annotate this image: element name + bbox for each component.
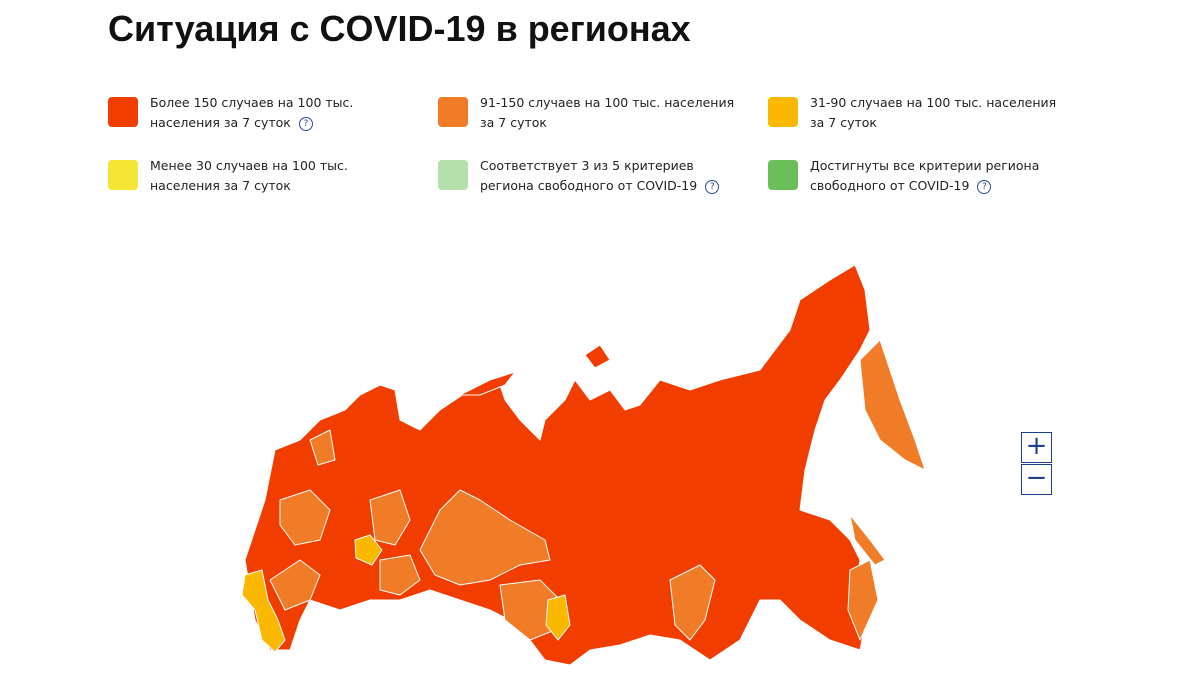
legend-label: Менее 30 случаев на 100 тыс. [150, 158, 348, 173]
legend-line: населения за 7 суток [150, 176, 348, 196]
legend-item: Достигнуты все критерии региона свободног… [768, 158, 1039, 196]
legend-label: 31-90 случаев на 100 тыс. населения [810, 95, 1057, 110]
legend-label: населения за 7 суток [150, 115, 291, 130]
legend-text: Достигнуты все критерии региона свободног… [810, 156, 1039, 196]
legend-swatch [438, 97, 468, 127]
region-mid [269, 559, 321, 611]
legend-line: Менее 30 случаев на 100 тыс. [150, 156, 348, 176]
legend-label: Более 150 случаев на 100 тыс. [150, 95, 354, 110]
legend-swatch [438, 160, 468, 190]
legend-label: за 7 суток [480, 115, 547, 130]
legend-swatch [768, 97, 798, 127]
region-mid [849, 514, 886, 566]
zoom-in[interactable]: + [1021, 432, 1052, 463]
legend-label: за 7 суток [810, 115, 877, 130]
region-low [545, 594, 571, 641]
legend-label: свободного от COVID-19 [810, 178, 970, 193]
legend-swatch [108, 160, 138, 190]
legend-line: 31-90 случаев на 100 тыс. населения [810, 93, 1056, 113]
region-high [584, 344, 611, 369]
legend-label: 91-150 случаев на 100 тыс. населения [480, 95, 735, 110]
legend-label: региона свободного от COVID-19 [480, 178, 698, 193]
legend-line: населения за 7 суток? [150, 113, 353, 133]
legend-text: 91-150 случаев на 100 тыс. населения за 7… [480, 93, 734, 133]
legend-line: Достигнуты все критерии региона [810, 156, 1039, 176]
legend-swatch [768, 160, 798, 190]
legend-item: Менее 30 случаев на 100 тыс. населения за… [108, 158, 348, 196]
legend-item: 31-90 случаев на 100 тыс. населения за 7 … [768, 95, 1056, 133]
legend-line: свободного от COVID-19? [810, 176, 1039, 196]
legend-item: 91-150 случаев на 100 тыс. населения за 7… [438, 95, 734, 133]
legend-text: Более 150 случаев на 100 тыс. населения з… [150, 93, 353, 133]
legend-label: Соответствует 3 из 5 критериев [480, 158, 694, 173]
legend-item: Соответствует 3 из 5 критериев региона св… [438, 158, 720, 196]
legend-line: за 7 суток [810, 113, 1056, 133]
legend-label: Достигнуты все критерии региона [810, 158, 1040, 173]
region-mid [309, 429, 336, 466]
zoom-out[interactable]: − [1021, 464, 1052, 495]
help-icon[interactable]: ? [705, 179, 720, 194]
legend-line: Соответствует 3 из 5 критериев [480, 156, 719, 176]
title: Ситуация с COVID-19 в регионах [108, 8, 691, 49]
legend-label: населения за 7 суток [150, 178, 291, 193]
region-low [354, 534, 383, 566]
legend-line: 91-150 случаев на 100 тыс. населения [480, 93, 734, 113]
legend-line: региона свободного от COVID-19? [480, 176, 720, 196]
region-mid [369, 489, 411, 546]
legend-text: Менее 30 случаев на 100 тыс. населения за… [150, 156, 348, 196]
region-high [459, 371, 516, 396]
region-mid [279, 489, 331, 546]
help-icon[interactable]: ? [977, 179, 992, 194]
legend-swatch [108, 97, 138, 127]
legend-text: 31-90 случаев на 100 тыс. населения за 7 … [810, 93, 1056, 133]
region-mid [379, 554, 421, 596]
help-icon[interactable]: ? [298, 116, 313, 131]
legend-text: Соответствует 3 из 5 критериев региона св… [480, 156, 720, 196]
region-mid [859, 339, 926, 471]
region-mid [669, 564, 716, 641]
legend-item: Более 150 случаев на 100 тыс. населения з… [108, 95, 353, 133]
legend-line: Более 150 случаев на 100 тыс. [150, 93, 353, 113]
region-low [241, 569, 286, 653]
region-mid [419, 489, 551, 586]
legend-line: за 7 суток [480, 113, 734, 133]
region-mid [847, 559, 879, 641]
